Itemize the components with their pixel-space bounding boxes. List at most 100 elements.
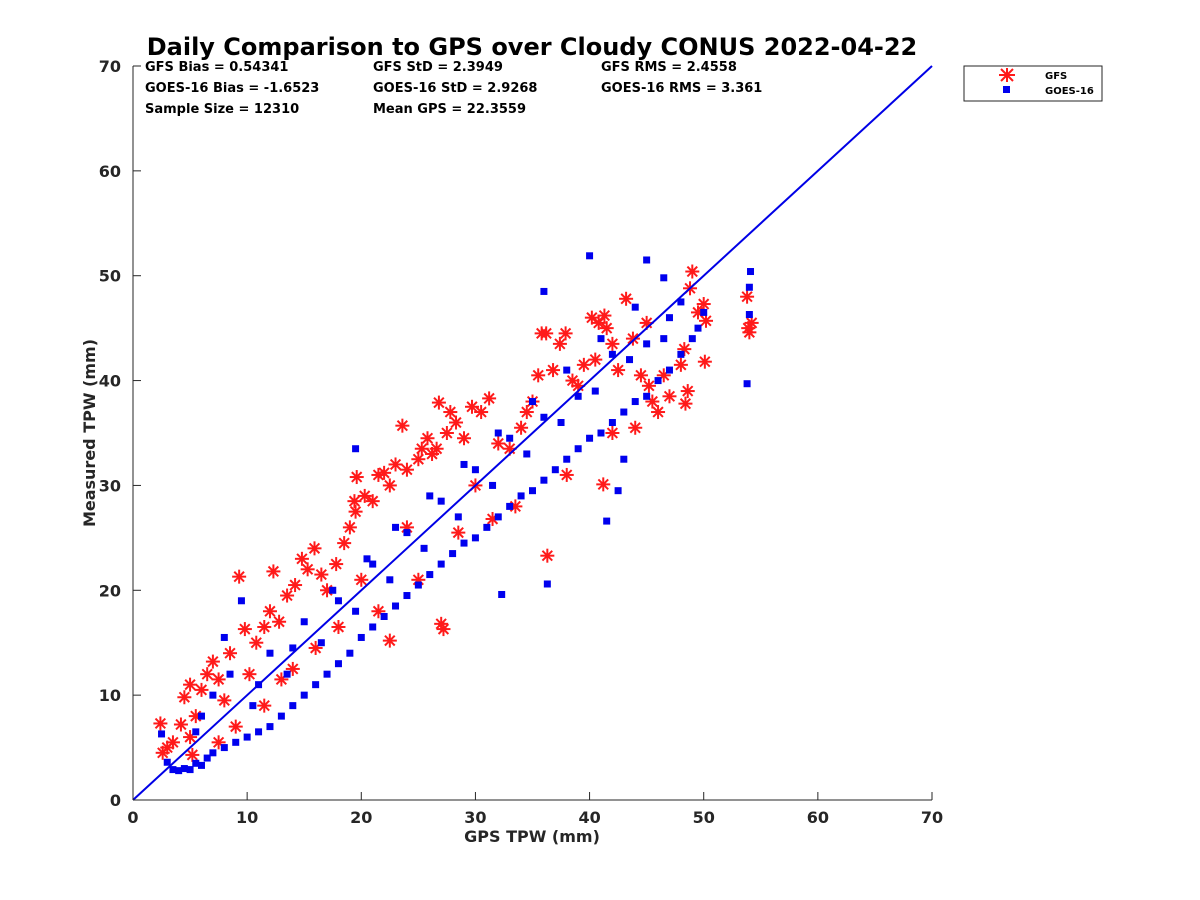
stat-sample-size: Sample Size = 12310 bbox=[145, 102, 299, 117]
goes16-point bbox=[574, 392, 582, 400]
gfs-point bbox=[395, 418, 410, 433]
gfs-point bbox=[183, 677, 198, 692]
gfs-point bbox=[266, 564, 281, 579]
goes16-point bbox=[460, 539, 468, 547]
goes16-point bbox=[312, 681, 320, 689]
legend-box bbox=[963, 65, 1103, 102]
gfs-point bbox=[153, 716, 168, 731]
gfs-point bbox=[546, 363, 561, 378]
goes16-point bbox=[255, 728, 263, 736]
legend-gfs-label: GFS bbox=[1045, 71, 1067, 82]
gfs-point bbox=[165, 735, 180, 750]
goes16-point bbox=[620, 408, 628, 416]
stat-goes-std: GOES-16 StD = 2.9268 bbox=[373, 81, 537, 96]
gfs-point bbox=[228, 719, 243, 734]
goes16-point bbox=[745, 311, 753, 319]
gfs-point bbox=[257, 698, 272, 713]
goes16-point bbox=[523, 450, 531, 458]
goes16-point bbox=[323, 670, 331, 678]
gfs-point bbox=[491, 436, 506, 451]
gfs-point bbox=[354, 572, 369, 587]
goes16-point bbox=[283, 670, 291, 678]
gfs-point bbox=[633, 368, 648, 383]
goes16-point bbox=[266, 649, 274, 657]
gfs-point bbox=[605, 336, 620, 351]
goes16-point bbox=[403, 592, 411, 600]
goes16-point bbox=[357, 633, 365, 641]
goes16-point bbox=[626, 356, 634, 364]
gfs-point bbox=[474, 405, 489, 420]
gfs-point bbox=[211, 672, 226, 687]
stat-goes-rms: GOES-16 RMS = 3.361 bbox=[601, 81, 762, 96]
gfs-point bbox=[411, 452, 426, 467]
goes16-point bbox=[426, 571, 434, 579]
goes16-point bbox=[540, 287, 548, 295]
goes16-point bbox=[392, 602, 400, 610]
plot-area bbox=[132, 65, 933, 801]
gfs-point bbox=[342, 520, 357, 535]
goes16-point bbox=[494, 513, 502, 521]
stat-gfs-std: GFS StD = 2.3949 bbox=[373, 60, 503, 75]
goes16-point bbox=[586, 252, 594, 260]
gfs-point bbox=[194, 682, 209, 697]
goes16-point bbox=[169, 766, 177, 774]
goes16-point bbox=[654, 377, 662, 385]
gfs-point bbox=[414, 441, 429, 456]
gfs-point bbox=[641, 378, 656, 393]
gfs-point bbox=[651, 405, 666, 420]
y-tick-label: 40 bbox=[99, 372, 121, 391]
gfs-point bbox=[482, 391, 497, 406]
goes16-point bbox=[209, 691, 217, 699]
gfs-point bbox=[605, 426, 620, 440]
goes16-point bbox=[643, 392, 651, 400]
gfs-point bbox=[599, 321, 614, 336]
goes16-point bbox=[551, 466, 559, 474]
goes16-point bbox=[380, 613, 388, 620]
gfs-point bbox=[558, 326, 573, 341]
goes16-point bbox=[192, 728, 200, 736]
legend-goes-marker bbox=[1003, 86, 1010, 93]
goes16-point bbox=[243, 733, 251, 741]
goes16-point bbox=[192, 759, 200, 767]
gfs-point bbox=[540, 548, 555, 563]
y-tick-label: 0 bbox=[110, 791, 121, 810]
goes16-point bbox=[597, 429, 605, 437]
goes16-point bbox=[747, 268, 755, 276]
goes16-point bbox=[603, 517, 611, 525]
gfs-point bbox=[698, 313, 713, 328]
gfs-point bbox=[280, 588, 295, 603]
gfs-point bbox=[329, 557, 344, 572]
goes16-point bbox=[608, 350, 616, 358]
gfs-point bbox=[377, 465, 392, 480]
goes16-point bbox=[643, 256, 651, 264]
goes16-point bbox=[237, 597, 245, 605]
goes16-point bbox=[289, 702, 297, 710]
goes16-point bbox=[660, 274, 668, 282]
goes16-point bbox=[437, 497, 445, 505]
gfs-point bbox=[349, 470, 364, 485]
gfs-point bbox=[420, 431, 435, 446]
goes16-point bbox=[543, 580, 551, 588]
goes16-point bbox=[517, 492, 525, 500]
y-axis-label: Measured TPW (mm) bbox=[80, 339, 99, 527]
goes16-point bbox=[471, 534, 479, 542]
goes16-point bbox=[454, 513, 462, 521]
y-tick-label: 50 bbox=[99, 267, 121, 286]
goes16-point bbox=[540, 476, 548, 484]
goes16-point bbox=[540, 413, 548, 421]
gfs-point bbox=[559, 467, 574, 482]
gfs-point bbox=[242, 667, 257, 682]
goes16-point bbox=[197, 761, 205, 769]
gfs-point bbox=[611, 363, 626, 378]
gfs-point bbox=[274, 672, 289, 687]
goes16-point bbox=[677, 350, 685, 358]
x-ticks: 0 10 20 30 40 50 60 70 bbox=[127, 792, 943, 827]
gfs-point bbox=[678, 396, 693, 411]
goes16-point bbox=[506, 434, 514, 442]
gfs-point bbox=[685, 264, 700, 279]
goes16-point bbox=[586, 434, 594, 442]
goes16-point bbox=[460, 460, 468, 468]
y-tick-label: 60 bbox=[99, 162, 121, 181]
goes16-point bbox=[620, 455, 628, 463]
goes16-point bbox=[529, 487, 536, 495]
